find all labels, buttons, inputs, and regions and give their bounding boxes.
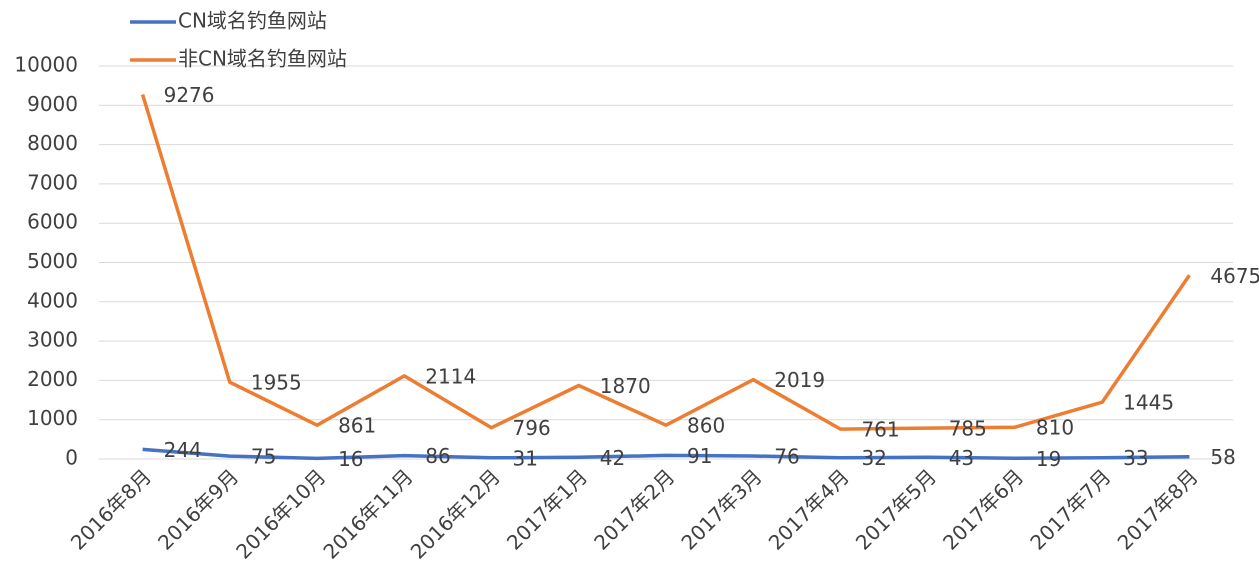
x-tick-label: 2017年3月 [676, 464, 766, 554]
data-label: 810 [1036, 416, 1074, 440]
x-tick-label: 2017年2月 [589, 464, 679, 554]
y-tick-label: 6000 [27, 210, 78, 234]
data-label: 2019 [774, 368, 825, 392]
data-label: 16 [338, 447, 363, 471]
data-label: 785 [949, 417, 987, 441]
x-tick-label: 2016年11月 [318, 464, 417, 563]
data-label: 1955 [251, 371, 302, 395]
legend-label: CN域名钓鱼网站 [178, 9, 327, 33]
y-tick-label: 2000 [27, 367, 78, 391]
data-label: 244 [164, 438, 202, 462]
data-label: 1445 [1123, 391, 1174, 415]
x-tick-label: 2017年5月 [851, 464, 941, 554]
data-label: 860 [687, 414, 725, 438]
data-label: 2114 [425, 364, 476, 388]
y-tick-label: 0 [65, 446, 78, 470]
data-label: 91 [687, 444, 712, 468]
data-label: 43 [949, 446, 974, 470]
data-label: 58 [1210, 445, 1235, 469]
y-tick-label: 9000 [27, 92, 78, 116]
y-tick-label: 10000 [14, 53, 78, 77]
data-label: 33 [1123, 446, 1148, 470]
y-tick-label: 7000 [27, 170, 78, 194]
data-label: 4675 [1210, 264, 1259, 288]
x-tick-label: 2017年1月 [502, 464, 592, 554]
x-tick-label: 2016年9月 [153, 464, 243, 554]
data-label: 796 [513, 416, 551, 440]
data-label: 86 [425, 444, 450, 468]
x-tick-label: 2017年8月 [1113, 464, 1203, 554]
x-tick-label: 2016年10月 [231, 464, 330, 563]
y-tick-label: 8000 [27, 131, 78, 155]
x-tick-label: 2017年4月 [764, 464, 854, 554]
y-tick-label: 3000 [27, 328, 78, 352]
data-label: 76 [774, 445, 799, 469]
data-label: 75 [251, 445, 276, 469]
data-label: 1870 [600, 374, 651, 398]
series-line [142, 447, 1190, 461]
x-tick-label: 2016年12月 [406, 464, 505, 563]
data-label: 31 [513, 446, 538, 470]
data-label: 32 [861, 446, 886, 470]
x-tick-label: 2016年8月 [66, 464, 156, 554]
y-tick-label: 4000 [27, 288, 78, 312]
legend-label: 非CN域名钓鱼网站 [178, 47, 347, 71]
data-label: 42 [600, 446, 625, 470]
data-label: 761 [861, 418, 899, 442]
data-label: 9276 [164, 83, 215, 107]
y-tick-label: 5000 [27, 249, 78, 273]
x-tick-label: 2017年7月 [1025, 464, 1115, 554]
data-label: 19 [1036, 447, 1061, 471]
x-tick-label: 2017年6月 [938, 464, 1028, 554]
y-tick-label: 1000 [27, 406, 78, 430]
series-line [140, 93, 1191, 431]
data-label: 861 [338, 414, 376, 438]
